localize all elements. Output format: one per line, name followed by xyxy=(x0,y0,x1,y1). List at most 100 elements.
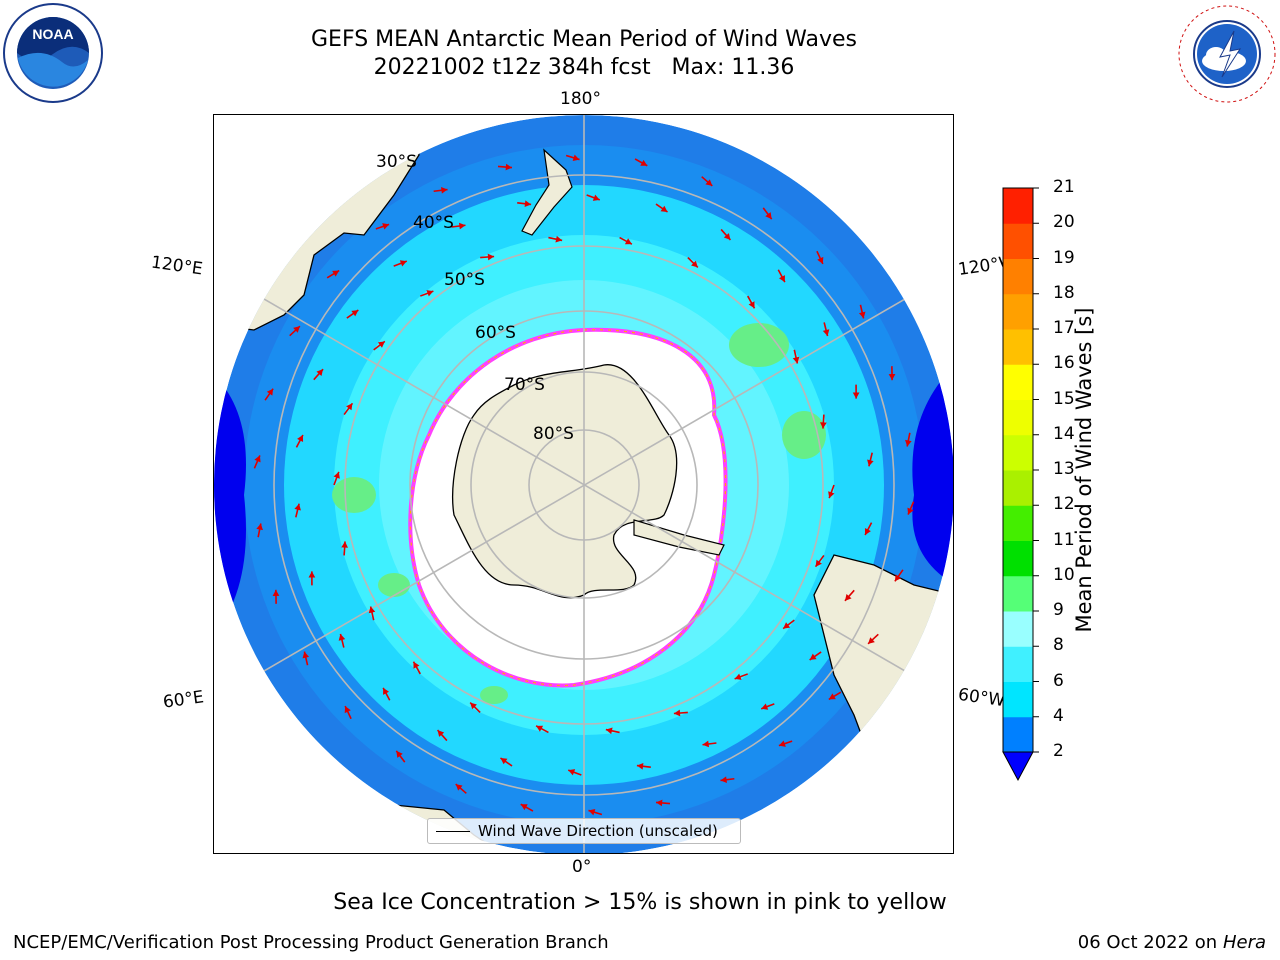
wind-wave-arrow-head xyxy=(858,311,866,319)
wind-wave-arrow-head xyxy=(351,310,359,317)
wind-wave-arrow-head xyxy=(673,709,681,717)
colorbar-tick-label: 14 xyxy=(1053,423,1075,444)
wind-wave-arrow-head xyxy=(266,388,274,396)
wind-wave-arrow-head xyxy=(536,725,544,732)
wind-wave-arrow-head xyxy=(778,740,786,747)
wind-wave-arrow-head xyxy=(308,571,316,578)
wind-wave-arrow-head xyxy=(294,503,301,511)
wind-wave-arrow-head xyxy=(399,260,407,267)
wind-wave-arrow-head xyxy=(293,326,300,333)
graticule xyxy=(214,115,953,853)
colorbar-band xyxy=(1003,364,1033,400)
wind-wave-arrow-head xyxy=(368,606,376,614)
run-date: 06 Oct 2022 on Hera xyxy=(1078,932,1266,953)
wind-wave-arrow-head xyxy=(640,159,648,166)
wind-wave-arrow-head xyxy=(702,740,710,748)
antarctica xyxy=(452,364,678,599)
wind-wave-arrow-head xyxy=(500,758,508,765)
wind-wave-arrow-head xyxy=(458,222,466,230)
wind-wave-arrow-head xyxy=(624,238,632,245)
high-period-patch xyxy=(729,323,789,367)
colorbar-band xyxy=(1003,329,1033,365)
colorbar-band xyxy=(1003,575,1033,612)
colorbar-tick-label: 4 xyxy=(1053,705,1064,726)
wind-wave-arrow-head xyxy=(455,784,463,791)
lat-label: 50°S xyxy=(444,270,485,290)
wind-wave-arrow-head xyxy=(520,804,528,811)
wind-wave-arrow-head xyxy=(487,253,495,261)
noaa-logo: NOAA xyxy=(3,3,103,103)
wind-wave-arrow-head xyxy=(828,693,836,700)
wind-wave-arrow-head xyxy=(341,541,348,548)
colorbar-band xyxy=(1003,258,1033,295)
colorbar-tick-label: 9 xyxy=(1053,600,1064,620)
wind-wave-arrow-head xyxy=(691,260,698,268)
wind-wave-arrow-head xyxy=(272,589,280,597)
colorbar xyxy=(1002,187,1039,782)
wind-wave-arrow-head xyxy=(783,622,791,629)
wind-wave-arrow-head xyxy=(333,471,340,479)
lat-label: 40°S xyxy=(413,213,454,233)
wind-wave-arrow-head xyxy=(256,523,263,531)
colorbar-tick-label: 12 xyxy=(1053,494,1075,515)
legend-label: Wind Wave Direction (unscaled) xyxy=(478,822,718,840)
colorbar-tick-label: 18 xyxy=(1053,282,1075,303)
colorbar-tick-label: 19 xyxy=(1053,247,1075,268)
wind-wave-arrow-head xyxy=(377,341,385,348)
wind-wave-arrow-head xyxy=(723,233,731,240)
colorbar-label: Mean Period of Wind Waves [s] xyxy=(1072,307,1096,633)
wind-wave-arrow-head xyxy=(748,301,755,309)
wind-wave-arrow-head xyxy=(316,369,324,377)
colorbar-band xyxy=(1003,470,1033,506)
map-legend: Wind Wave Direction (unscaled) xyxy=(427,818,741,844)
wind-wave-arrow-head xyxy=(437,730,445,737)
low-period-patch-east xyxy=(912,365,953,585)
colorbar-tick-label: 17 xyxy=(1053,318,1075,338)
colorbar-tick-label: 6 xyxy=(1053,670,1064,691)
wind-wave-arrow-head xyxy=(792,356,800,364)
wind-wave-arrow-head xyxy=(568,769,576,776)
wind-wave-arrow-head xyxy=(778,275,785,283)
wind-wave-arrow-head xyxy=(302,651,310,659)
colorbar-band xyxy=(1003,434,1033,471)
wind-wave-arrow-head xyxy=(344,706,351,714)
colorbar-band xyxy=(1003,505,1033,541)
colorbar-tick-label: 20 xyxy=(1053,212,1075,233)
wind-wave-arrow-head xyxy=(338,633,346,641)
wind-wave-arrow-head xyxy=(815,559,822,567)
wind-wave-arrow-head xyxy=(656,799,663,807)
wind-wave-arrow-head xyxy=(524,200,532,208)
colorbar-band xyxy=(1003,681,1033,718)
wind-wave-arrows xyxy=(253,154,915,816)
wind-wave-arrow-head xyxy=(636,762,644,770)
wind-wave-arrow-head xyxy=(868,637,875,644)
wind-wave-arrow-head xyxy=(297,434,304,442)
wind-wave-arrow-head xyxy=(413,661,420,669)
wind-wave-arrow-head xyxy=(705,179,713,186)
map-title: GEFS MEAN Antarctic Mean Period of Wind … xyxy=(311,27,857,52)
wind-wave-arrow-head xyxy=(572,154,580,161)
wind-wave-arrow-head xyxy=(905,439,912,447)
wind-wave-arrow-head xyxy=(441,186,448,194)
lon-label-60e: 60°E xyxy=(161,687,206,713)
wind-wave-arrow-head xyxy=(765,212,772,220)
colorbar-tick-label: 21 xyxy=(1053,177,1075,197)
colorbar-band xyxy=(1003,293,1033,330)
lon-label-0: 0° xyxy=(572,857,592,877)
wind-wave-arrow-head xyxy=(761,703,769,710)
wind-wave-arrow-head xyxy=(346,403,353,411)
machine-name: Hera xyxy=(1222,932,1266,953)
wind-wave-arrow-head xyxy=(852,392,860,399)
wind-wave-arrow-head xyxy=(867,459,874,467)
wind-wave-arrow-head xyxy=(844,593,852,601)
colorbar-tick-label: 16 xyxy=(1053,353,1075,374)
wind-wave-arrow-head xyxy=(734,673,742,680)
map-subtitle: 20221002 t12z 384h fcst Max: 11.36 xyxy=(373,55,795,80)
wind-wave-arrow-head xyxy=(828,491,835,499)
wind-wave-arrow-head xyxy=(383,687,390,695)
wind-wave-arrow-head xyxy=(822,329,830,337)
wind-wave-arrow-head xyxy=(907,507,914,515)
legend-line-swatch xyxy=(436,831,470,832)
run-date-text: 06 Oct 2022 on xyxy=(1077,932,1223,953)
wind-wave-arrow-head xyxy=(592,194,600,201)
